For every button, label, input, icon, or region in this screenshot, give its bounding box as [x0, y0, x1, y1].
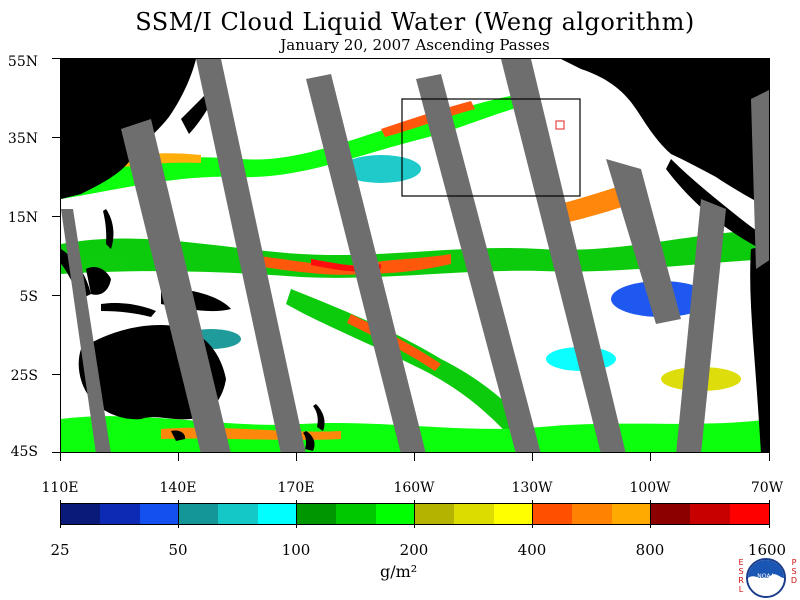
cloud-liquid-water-map: [60, 58, 770, 453]
colorbar-swatch: [414, 504, 455, 524]
colorbar-swatch: [100, 504, 140, 524]
colorbar-label-200: 200: [399, 541, 429, 559]
new-zealand-north: [313, 404, 325, 431]
lat-tick: [52, 137, 60, 138]
colorbar-swatch: [218, 504, 258, 524]
lon-label-110e: 110E: [41, 480, 79, 496]
colorbar-label-400: 400: [517, 541, 547, 559]
colorbar-label-25: 25: [50, 541, 70, 559]
java-island: [101, 302, 156, 317]
lat-label-15n: 15N: [7, 210, 38, 226]
colorbar-swatch: [375, 504, 415, 524]
colorbar-divider: [769, 500, 770, 528]
map-canvas: [61, 59, 769, 452]
colorbar-swatch: [336, 504, 376, 524]
colorbar-swatch: [61, 504, 101, 524]
units-label: g/m²: [380, 562, 418, 581]
colorbar-label-50: 50: [168, 541, 188, 559]
swath-gap: [606, 159, 681, 324]
colorbar-swatch: [650, 504, 691, 524]
colorbar-divider: [650, 500, 651, 528]
psd-letters: P S D: [790, 558, 798, 585]
lon-label-170e: 170E: [277, 480, 315, 496]
colorbar-swatch: [493, 504, 533, 524]
lon-tick: [60, 453, 61, 461]
lat-label-25s: 25S: [10, 368, 38, 384]
colorbar-swatch: [690, 504, 730, 524]
lon-tick: [296, 453, 297, 461]
swath-gap: [676, 199, 726, 452]
lon-label-160w: 160W: [393, 480, 435, 496]
north-america-landmass: [561, 59, 769, 208]
noaa-logo-sky: [748, 560, 784, 578]
lon-label-70w: 70W: [750, 480, 784, 496]
lat-tick: [52, 374, 60, 375]
swath-gap: [751, 90, 769, 269]
swath-gap: [501, 59, 626, 452]
colorbar: [60, 503, 770, 525]
lat-label-35n: 35N: [7, 131, 38, 147]
esrl-letters: E S R L: [738, 558, 744, 594]
light-cloud-patch: [341, 155, 421, 183]
lat-label-5s: 5S: [19, 289, 39, 305]
colorbar-label-100: 100: [281, 541, 311, 559]
lon-tick: [769, 453, 770, 461]
colorbar-label-800: 800: [635, 541, 665, 559]
philippines-islands: [103, 209, 114, 249]
tasmania-island: [171, 430, 186, 441]
colorbar-divider: [414, 500, 415, 528]
swath-gap: [416, 74, 541, 452]
lon-label-140e: 140E: [159, 480, 197, 496]
south-america-landmass: [750, 244, 769, 452]
lon-tick: [650, 453, 651, 461]
map-subtitle: January 20, 2007 Ascending Passes: [280, 36, 550, 54]
region-box: [401, 98, 581, 197]
swath-gap: [196, 59, 306, 452]
lat-tick: [52, 452, 60, 453]
lat-label-45s: 45S: [10, 444, 38, 460]
spcz-band: [286, 289, 541, 449]
lon-tick: [532, 453, 533, 461]
colorbar-swatch: [611, 504, 651, 524]
lon-tick: [178, 453, 179, 461]
colorbar-swatch: [454, 504, 494, 524]
borneo-island: [86, 267, 111, 295]
lat-tick: [52, 216, 60, 217]
colorbar-swatch: [178, 504, 219, 524]
colorbar-label-1600: 1600: [747, 541, 787, 559]
lon-label-130w: 130W: [511, 480, 553, 496]
colorbar-divider: [296, 500, 297, 528]
colorbar-swatch: [532, 504, 573, 524]
noaa-logo-bird: [748, 574, 784, 596]
lon-tick: [414, 453, 415, 461]
itcz-band: [61, 229, 769, 278]
swath-gap: [61, 209, 111, 452]
noaa-logo: NOAA: [746, 558, 786, 598]
colorbar-swatch: [296, 504, 337, 524]
new-zealand-south: [303, 431, 315, 451]
itcz-core: [241, 254, 451, 275]
lat-tick: [52, 295, 60, 296]
colorbar-divider: [178, 500, 179, 528]
lat-tick: [52, 58, 60, 59]
noaa-logo-text: NOAA: [757, 573, 775, 580]
colorbar-divider: [60, 500, 61, 528]
colorbar-swatch: [572, 504, 612, 524]
no-data-swaths: [61, 59, 769, 452]
map-title: SSM/I Cloud Liquid Water (Weng algorithm…: [135, 8, 695, 36]
swath-gap: [121, 119, 231, 452]
small-region-box: [555, 120, 565, 130]
swath-gap: [306, 74, 426, 452]
colorbar-swatch: [139, 504, 179, 524]
lon-label-100w: 100W: [629, 480, 671, 496]
nw-frontal-band: [61, 94, 531, 199]
lat-label-55n: 55N: [7, 54, 38, 70]
colorbar-swatch: [257, 504, 297, 524]
colorbar-divider: [532, 500, 533, 528]
colorbar-swatch: [729, 504, 769, 524]
